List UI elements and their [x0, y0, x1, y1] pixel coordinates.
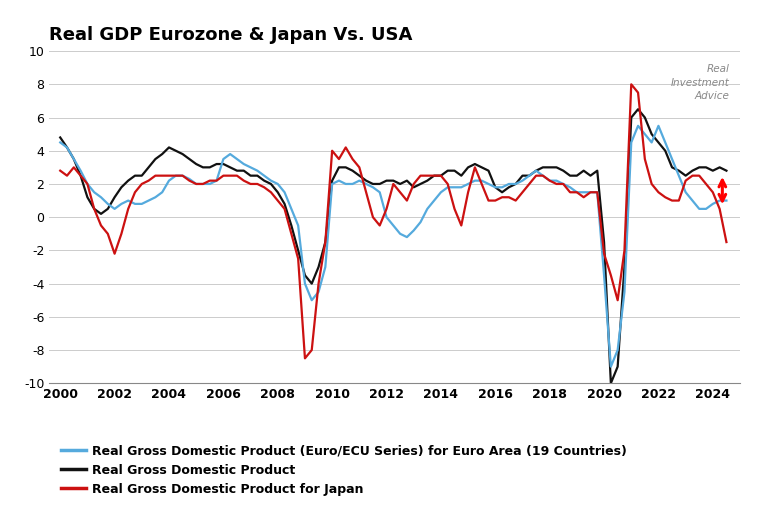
- Text: Real
Investment
Advice: Real Investment Advice: [671, 64, 729, 101]
- Text: Real GDP Eurozone & Japan Vs. USA: Real GDP Eurozone & Japan Vs. USA: [49, 26, 413, 44]
- Legend: Real Gross Domestic Product (Euro/ECU Series) for Euro Area (19 Countries), Real: Real Gross Domestic Product (Euro/ECU Se…: [55, 439, 631, 501]
